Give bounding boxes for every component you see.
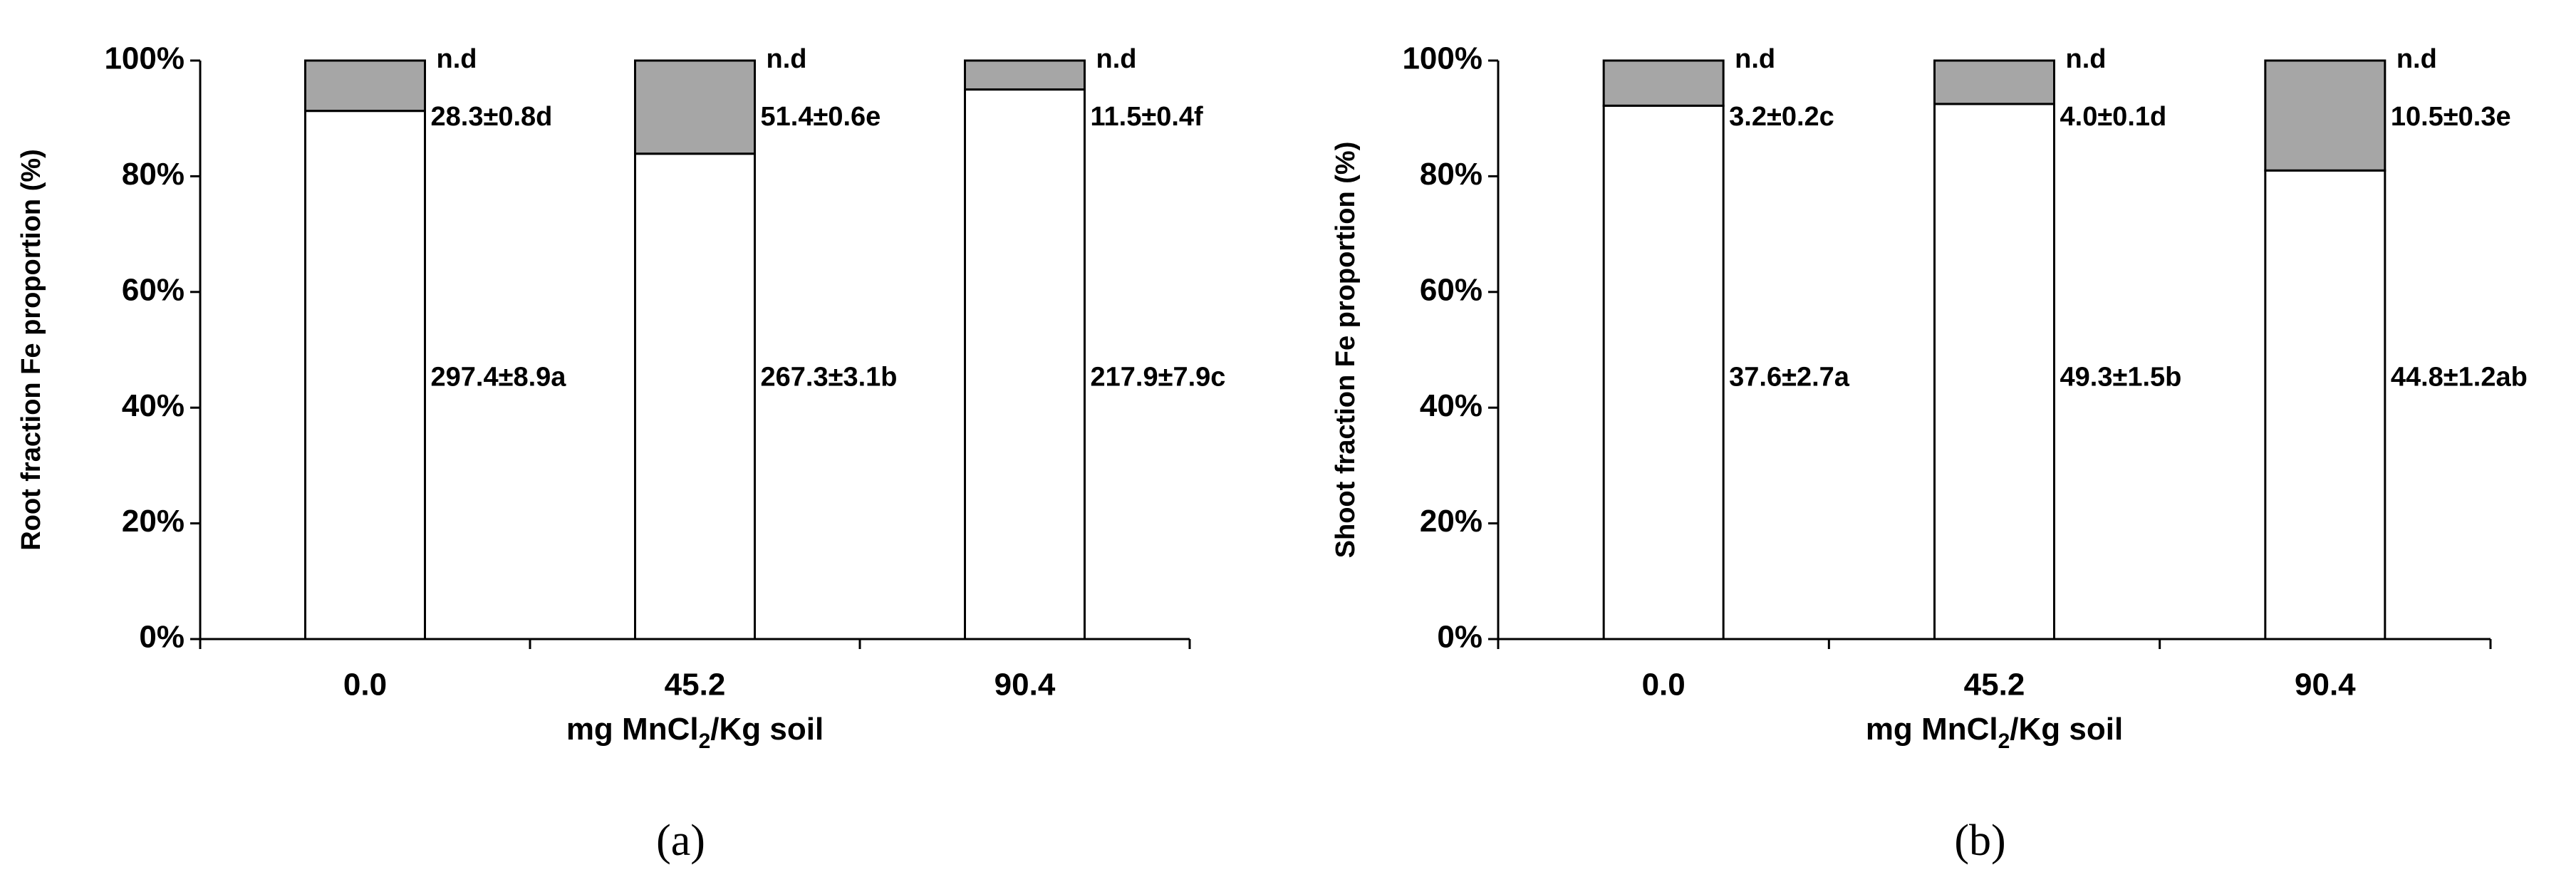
top-annotation: n.d — [437, 44, 477, 74]
x-tick-label: 90.4 — [994, 668, 1056, 702]
bar-annotation: 10.5±0.3e — [2391, 102, 2511, 132]
x-axis-label: mg MnCl2/Kg soil — [1866, 712, 2123, 754]
bar-segment — [2264, 59, 2387, 172]
x-axis-label-part: /Kg soil — [710, 712, 824, 747]
sublabel: (b) — [1954, 816, 2005, 865]
bar-segment — [304, 59, 426, 113]
bar-segment — [1602, 59, 1725, 107]
bar-annotation: 267.3±3.1b — [761, 363, 898, 393]
y-tick-label: 40% — [122, 388, 185, 423]
x-tick-label: 45.2 — [1964, 668, 2025, 702]
top-annotation: n.d — [2396, 44, 2437, 74]
x-axis-label-part: 2 — [1998, 730, 2010, 753]
bar-segment — [1933, 59, 2055, 105]
bar-annotation: 11.5±0.4f — [1091, 102, 1204, 132]
top-annotation: n.d — [2066, 44, 2107, 74]
y-tick-label: 0% — [1437, 620, 1482, 655]
top-annotation: n.d — [767, 44, 807, 74]
bar-annotation: 44.8±1.2ab — [2391, 363, 2528, 393]
bar-segment — [964, 88, 1086, 640]
bar-segment — [1933, 103, 2055, 640]
x-axis-label-part: mg MnCl — [566, 712, 699, 747]
x-axis-label-part: 2 — [699, 730, 711, 753]
bar-annotation: 297.4±8.9a — [431, 363, 567, 393]
y-tick-label: 60% — [1420, 272, 1482, 307]
bar-segment — [634, 59, 756, 155]
bar-annotation: 217.9±7.9c — [1091, 363, 1226, 393]
bar-annotation: 3.2±0.2c — [1729, 102, 1834, 132]
y-axis-label: Root fraction Fe proportion (%) — [16, 149, 46, 551]
bar-segment — [964, 59, 1086, 91]
bar-annotation: 51.4±0.6e — [761, 102, 881, 132]
bar-annotation: 49.3±1.5b — [2060, 363, 2182, 393]
y-tick-label: 20% — [1420, 504, 1482, 539]
x-axis-label-part: /Kg soil — [2010, 712, 2123, 747]
y-tick-label: 100% — [1402, 41, 1482, 76]
bar-segment — [634, 152, 756, 640]
bar-annotation: 37.6±2.7a — [1729, 363, 1850, 393]
x-tick-label: 0.0 — [1642, 668, 1686, 702]
y-tick-label: 80% — [1420, 157, 1482, 192]
top-annotation: n.d — [1735, 44, 1775, 74]
bar-segment — [1602, 104, 1725, 640]
y-tick-label: 20% — [122, 504, 185, 539]
top-annotation: n.d — [1096, 44, 1137, 74]
y-tick-label: 100% — [104, 41, 185, 76]
x-axis-label-part: mg MnCl — [1866, 712, 1998, 747]
x-tick-label: 90.4 — [2295, 668, 2356, 702]
y-tick-label: 0% — [139, 620, 185, 655]
y-tick-label: 40% — [1420, 388, 1482, 423]
bar-segment — [304, 110, 426, 640]
x-tick-label: 45.2 — [665, 668, 726, 702]
y-tick-label: 80% — [122, 157, 185, 192]
sublabel: (a) — [656, 816, 705, 865]
bar-annotation: 28.3±0.8d — [431, 102, 553, 132]
y-axis-label: Shoot fraction Fe proportion (%) — [1331, 142, 1361, 559]
y-tick-label: 60% — [122, 272, 185, 307]
bar-annotation: 4.0±0.1d — [2060, 102, 2167, 132]
x-tick-label: 0.0 — [343, 668, 387, 702]
x-axis-label: mg MnCl2/Kg soil — [566, 712, 824, 754]
bar-segment — [2264, 169, 2387, 640]
